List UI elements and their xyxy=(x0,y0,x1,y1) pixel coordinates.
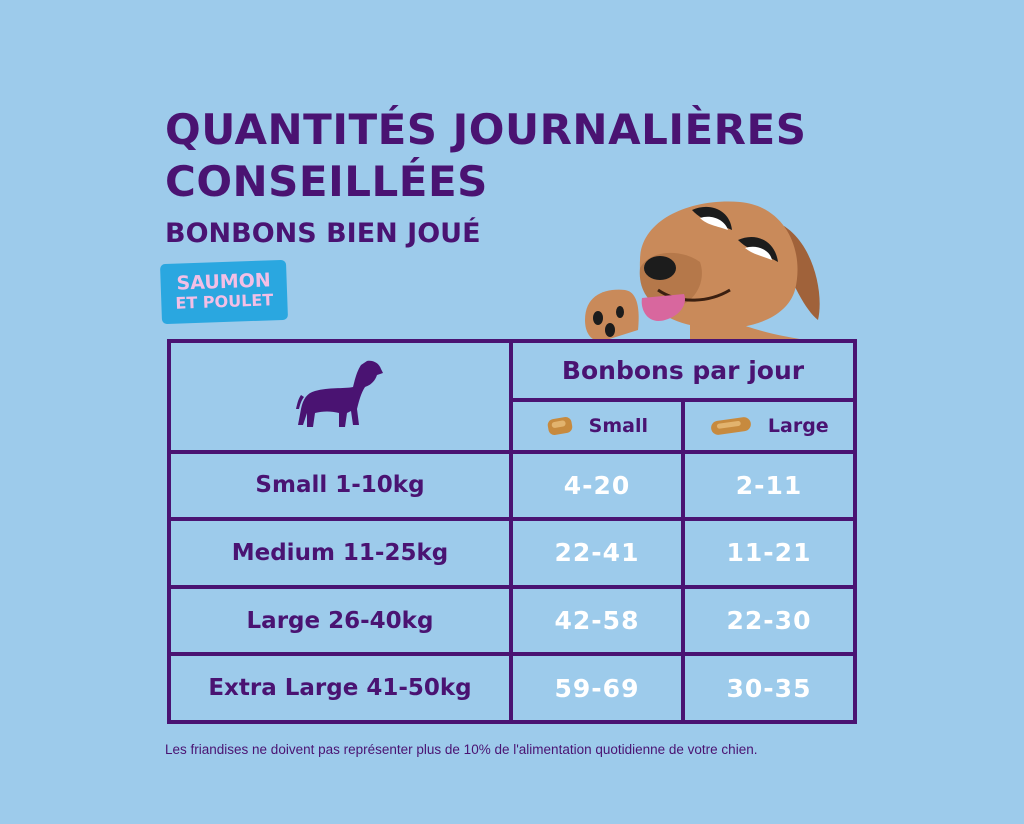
small-treat-icon xyxy=(547,417,573,436)
footnote: Les friandises ne doivent pas représente… xyxy=(165,742,758,757)
column-header-large: Large xyxy=(681,398,857,454)
page-title: QUANTITÉS JOURNALIÈRES CONSEILLÉES xyxy=(165,105,807,206)
corner-cell xyxy=(167,339,513,454)
column-header-small: Small xyxy=(509,398,685,454)
value-large: 22-30 xyxy=(681,584,857,657)
product-subtitle: BONBONS BIEN JOUÉ xyxy=(165,218,481,249)
value-small: 42-58 xyxy=(509,584,685,657)
row-label: Small 1-10kg xyxy=(167,449,513,522)
treats-per-day-header: Bonbons par jour xyxy=(509,338,857,403)
value-large: 30-35 xyxy=(681,652,857,724)
large-treat-icon xyxy=(711,417,752,436)
flavor-badge: SAUMON ET POULET xyxy=(159,259,289,325)
value-small: 59-69 xyxy=(509,652,685,724)
dog-mascot-illustration xyxy=(585,201,820,342)
flavor-line-2: ET POULET xyxy=(175,290,274,313)
value-large: 2-11 xyxy=(681,449,857,522)
row-label: Large 26-40kg xyxy=(167,584,513,657)
row-label: Extra Large 41-50kg xyxy=(167,652,513,724)
value-small: 4-20 xyxy=(509,449,685,522)
table-row: Extra Large 41-50kg 59-69 30-35 xyxy=(167,652,857,724)
daily-quantity-table: Bonbons par jour Small Large Small 1-10k… xyxy=(167,338,857,724)
table-row: Medium 11-25kg 22-41 11-21 xyxy=(167,517,857,589)
dog-silhouette-icon xyxy=(296,361,383,428)
column-label-small: Small xyxy=(588,414,648,437)
table-row: Small 1-10kg 4-20 2-11 xyxy=(167,449,857,522)
value-large: 11-21 xyxy=(681,517,857,589)
table-row: Large 26-40kg 42-58 22-30 xyxy=(167,584,857,657)
column-label-large: Large xyxy=(767,414,829,437)
row-label: Medium 11-25kg xyxy=(167,517,513,589)
value-small: 22-41 xyxy=(509,517,685,589)
